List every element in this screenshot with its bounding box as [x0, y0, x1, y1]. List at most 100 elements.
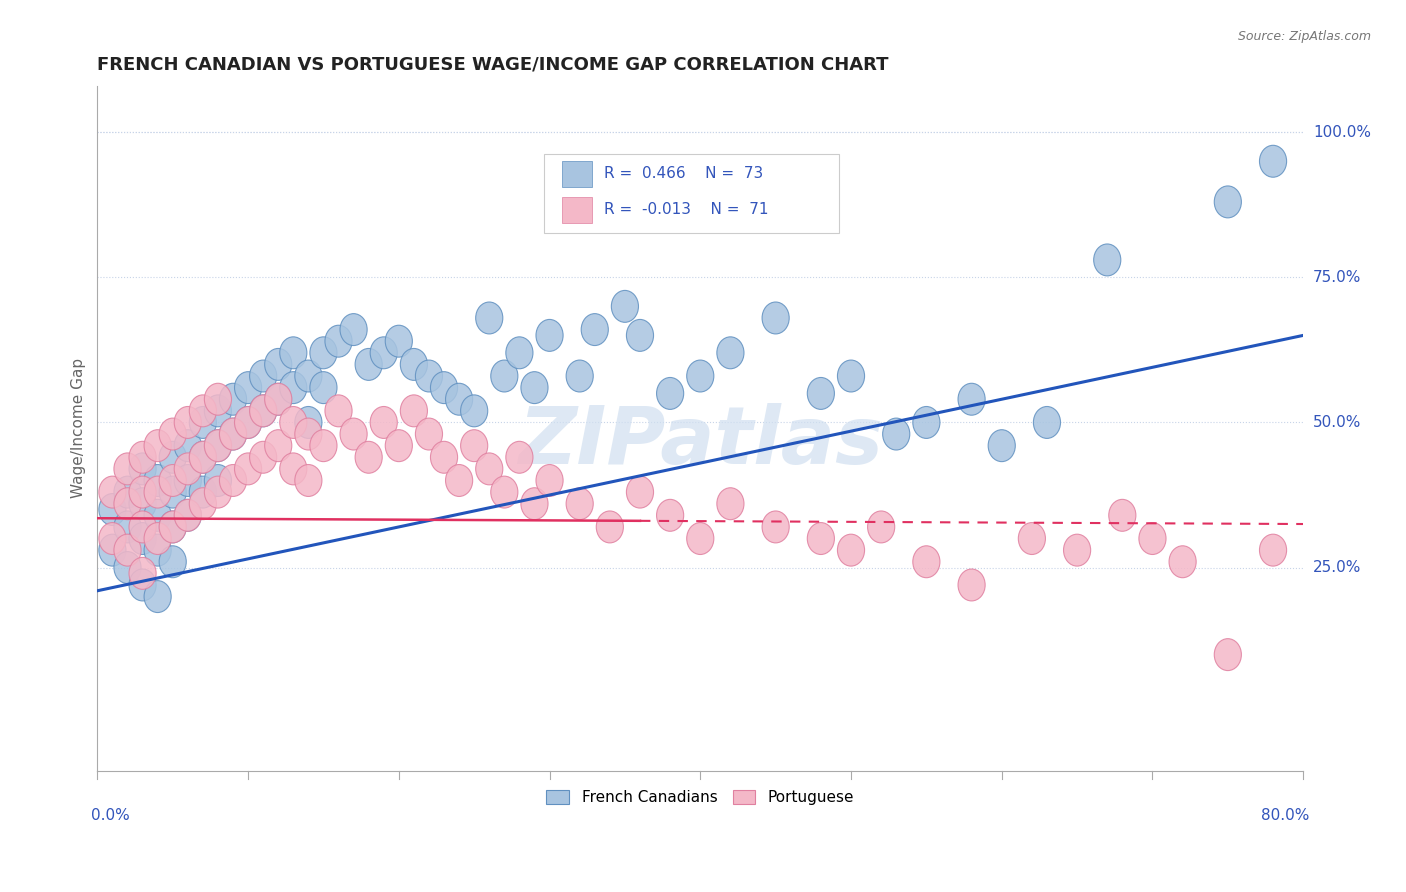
Ellipse shape — [1139, 523, 1166, 555]
Ellipse shape — [174, 500, 201, 532]
Ellipse shape — [340, 418, 367, 450]
Ellipse shape — [159, 476, 186, 508]
Text: ZIPatlas: ZIPatlas — [517, 403, 883, 481]
Ellipse shape — [1215, 639, 1241, 671]
Ellipse shape — [264, 384, 292, 415]
Ellipse shape — [627, 476, 654, 508]
Ellipse shape — [912, 407, 941, 438]
Ellipse shape — [309, 430, 337, 462]
Ellipse shape — [295, 407, 322, 438]
Ellipse shape — [596, 511, 623, 543]
Ellipse shape — [280, 372, 307, 403]
Ellipse shape — [356, 442, 382, 474]
Text: 80.0%: 80.0% — [1261, 808, 1309, 823]
Ellipse shape — [536, 319, 564, 351]
Ellipse shape — [762, 511, 789, 543]
Ellipse shape — [114, 453, 141, 485]
Ellipse shape — [98, 493, 127, 525]
Ellipse shape — [204, 476, 232, 508]
Text: 25.0%: 25.0% — [1313, 560, 1361, 575]
Ellipse shape — [129, 488, 156, 520]
Ellipse shape — [143, 430, 172, 462]
Ellipse shape — [190, 407, 217, 438]
FancyBboxPatch shape — [561, 197, 592, 223]
Ellipse shape — [204, 384, 232, 415]
Ellipse shape — [159, 511, 186, 543]
Ellipse shape — [129, 476, 156, 508]
Ellipse shape — [475, 302, 503, 334]
Text: R =  0.466    N =  73: R = 0.466 N = 73 — [603, 167, 763, 181]
Ellipse shape — [1063, 534, 1091, 566]
Text: FRENCH CANADIAN VS PORTUGUESE WAGE/INCOME GAP CORRELATION CHART: FRENCH CANADIAN VS PORTUGUESE WAGE/INCOM… — [97, 55, 889, 73]
Ellipse shape — [264, 349, 292, 380]
FancyBboxPatch shape — [544, 154, 839, 233]
Ellipse shape — [159, 465, 186, 497]
Ellipse shape — [868, 511, 894, 543]
Text: 50.0%: 50.0% — [1313, 415, 1361, 430]
Ellipse shape — [143, 500, 172, 532]
Ellipse shape — [129, 453, 156, 485]
Ellipse shape — [264, 430, 292, 462]
Ellipse shape — [159, 511, 186, 543]
Ellipse shape — [762, 302, 789, 334]
Ellipse shape — [204, 465, 232, 497]
Ellipse shape — [838, 534, 865, 566]
Ellipse shape — [295, 465, 322, 497]
Ellipse shape — [612, 291, 638, 322]
Ellipse shape — [1215, 186, 1241, 218]
Ellipse shape — [204, 430, 232, 462]
Ellipse shape — [129, 558, 156, 590]
Ellipse shape — [219, 418, 246, 450]
Ellipse shape — [657, 500, 683, 532]
Ellipse shape — [114, 551, 141, 583]
Ellipse shape — [98, 534, 127, 566]
Ellipse shape — [280, 337, 307, 368]
Ellipse shape — [567, 360, 593, 392]
Text: Source: ZipAtlas.com: Source: ZipAtlas.com — [1237, 30, 1371, 44]
Ellipse shape — [1094, 244, 1121, 276]
Ellipse shape — [686, 523, 714, 555]
Ellipse shape — [264, 384, 292, 415]
Ellipse shape — [190, 395, 217, 426]
Ellipse shape — [174, 453, 201, 485]
Ellipse shape — [114, 511, 141, 543]
Ellipse shape — [657, 377, 683, 409]
Ellipse shape — [385, 326, 412, 357]
Ellipse shape — [235, 453, 262, 485]
Ellipse shape — [957, 384, 986, 415]
Ellipse shape — [129, 511, 156, 543]
Ellipse shape — [1033, 407, 1060, 438]
Ellipse shape — [174, 407, 201, 438]
Ellipse shape — [98, 476, 127, 508]
Ellipse shape — [491, 360, 517, 392]
Ellipse shape — [717, 488, 744, 520]
Ellipse shape — [912, 546, 941, 578]
Ellipse shape — [143, 465, 172, 497]
Ellipse shape — [491, 476, 517, 508]
Ellipse shape — [235, 372, 262, 403]
Ellipse shape — [190, 442, 217, 474]
Ellipse shape — [204, 430, 232, 462]
Ellipse shape — [506, 337, 533, 368]
Ellipse shape — [1260, 145, 1286, 178]
Ellipse shape — [309, 337, 337, 368]
Legend: French Canadians, Portuguese: French Canadians, Portuguese — [540, 784, 860, 811]
Ellipse shape — [114, 488, 141, 520]
Ellipse shape — [325, 395, 352, 426]
Ellipse shape — [250, 395, 277, 426]
Ellipse shape — [98, 523, 127, 555]
Ellipse shape — [190, 476, 217, 508]
Ellipse shape — [250, 360, 277, 392]
Ellipse shape — [356, 349, 382, 380]
Ellipse shape — [174, 430, 201, 462]
Text: 75.0%: 75.0% — [1313, 270, 1361, 285]
Ellipse shape — [385, 430, 412, 462]
Ellipse shape — [446, 384, 472, 415]
Ellipse shape — [520, 372, 548, 403]
Ellipse shape — [567, 488, 593, 520]
Text: R =  -0.013    N =  71: R = -0.013 N = 71 — [603, 202, 768, 218]
Ellipse shape — [174, 500, 201, 532]
Ellipse shape — [114, 534, 141, 566]
Ellipse shape — [159, 418, 186, 450]
Text: 0.0%: 0.0% — [91, 808, 131, 823]
